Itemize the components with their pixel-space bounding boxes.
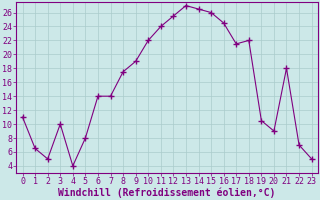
X-axis label: Windchill (Refroidissement éolien,°C): Windchill (Refroidissement éolien,°C): [58, 187, 276, 198]
